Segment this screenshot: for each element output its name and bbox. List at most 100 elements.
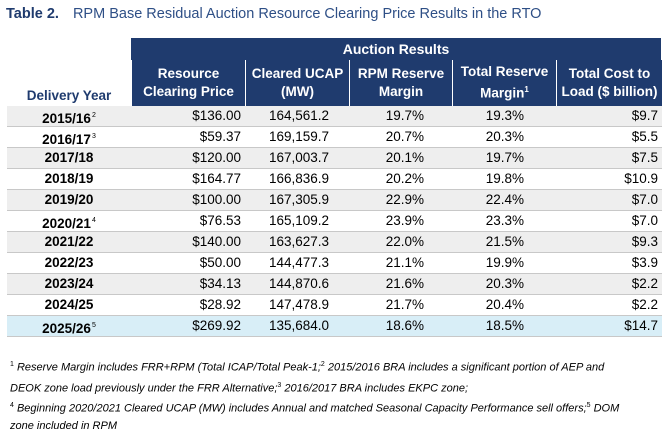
total-cost-to-load-cell: $5.5 [631, 129, 658, 144]
resource-clearing-price-cell: $28.92 [199, 297, 241, 312]
delivery-year: 2016/17 [42, 132, 91, 147]
table-caption: Table 2. RPM Base Residual Auction Resou… [6, 6, 541, 22]
delivery-year-cell: 2019/20 [7, 190, 131, 210]
footnote-text: Reserve Margin includes FRR+RPM (Total I… [13, 361, 321, 374]
resource-clearing-price-cell: $50.00 [199, 255, 241, 270]
cleared-ucap-cell: 166,836.9 [268, 171, 329, 186]
rpm-reserve-margin-cell: 18.6% [385, 318, 424, 333]
cleared-ucap-cell: 144,870.6 [268, 276, 329, 291]
table-row: 2015/162 $136.00 164,561.2 19.7% 19.3% $9.7 [7, 106, 662, 127]
table-number: Table 2. [6, 6, 59, 22]
resource-clearing-price-cell: $120.00 [192, 150, 241, 165]
footnote-text: zone included in RPM [10, 419, 118, 432]
delivery-year-cell: 2021/22 [7, 232, 131, 252]
resource-clearing-price-cell: $269.92 [192, 318, 241, 333]
resource-clearing-price-cell: $164.77 [192, 171, 241, 186]
total-cost-to-load-cell: $9.3 [631, 234, 658, 249]
delivery-year: 2021/22 [44, 234, 94, 249]
delivery-year-cell: 2015/162 [7, 106, 131, 126]
total-cost-to-load-cell: $7.0 [631, 192, 658, 207]
delivery-year: 2023/24 [44, 276, 94, 291]
total-reserve-margin-cell: 20.3% [485, 129, 524, 144]
table-row: 2018/19 $164.77 166,836.9 20.2% 19.8% $10.9 [7, 169, 662, 190]
cleared-ucap-cell: 135,684.0 [268, 318, 329, 333]
delivery-year: 2025/26 [42, 321, 91, 336]
col-header-label: Total Cost to Load ($ billion) [561, 66, 658, 99]
col-header-label: Total Reserve Margin [460, 64, 549, 101]
cleared-ucap-cell: 144,477.3 [268, 255, 329, 270]
footnote-marker: 3 [91, 133, 96, 140]
auction-results-group-header: Auction Results [131, 38, 661, 60]
footnote-text: 2015/2016 BRA includes a significant por… [324, 361, 605, 374]
footnote-line: DEOK zone load previously under the FRR … [10, 377, 662, 398]
rpm-reserve-margin-cell: 21.6% [385, 276, 424, 291]
delivery-year: 2015/16 [42, 111, 91, 126]
col-header-resource-clearing-price: Resource Clearing Price [131, 60, 245, 106]
footnotes: 1 Reserve Margin includes FRR+RPM (Total… [10, 356, 662, 435]
footnote-marker: 1 [10, 361, 14, 368]
col-header-label: Cleared UCAP (MW) [251, 66, 344, 99]
delivery-year-cell: 2023/24 [7, 274, 131, 294]
delivery-year: 2019/20 [44, 192, 94, 207]
table-row: 2019/20 $100.00 167,305.9 22.9% 22.4% $7.0 [7, 190, 662, 211]
cleared-ucap-cell: 167,003.7 [268, 150, 329, 165]
total-reserve-margin-cell: 23.3% [485, 213, 524, 228]
rpm-reserve-margin-cell: 21.7% [385, 297, 424, 312]
table-row: 2017/18 $120.00 167,003.7 20.1% 19.7% $7.5 [7, 148, 662, 169]
delivery-year: 2018/19 [44, 171, 94, 186]
footnote-marker: 5 [91, 322, 96, 329]
col-header-label: RPM Reserve Margin [357, 66, 445, 99]
total-cost-to-load-cell: $10.9 [624, 171, 658, 186]
delivery-year: 2017/18 [44, 150, 94, 165]
footnote-marker: 3 [277, 381, 282, 389]
total-cost-to-load-cell: $9.7 [631, 108, 658, 123]
delivery-year-cell: 2025/265 [7, 316, 131, 336]
total-cost-to-load-cell: $7.5 [631, 150, 658, 165]
rpm-reserve-margin-cell: 20.2% [385, 171, 424, 186]
table-row: 2023/24 $34.13 144,870.6 21.6% 20.3% $2.2 [7, 274, 662, 295]
delivery-year-cell: 2024/25 [7, 295, 131, 315]
total-reserve-margin-cell: 20.3% [485, 276, 524, 291]
footnote-marker: 4 [91, 217, 96, 224]
rpm-reserve-margin-cell: 21.1% [385, 255, 424, 270]
col-header-label: Resource Clearing Price [143, 66, 234, 99]
total-reserve-margin-cell: 18.5% [485, 318, 524, 333]
table-row: 2020/214 $76.53 165,109.2 23.9% 23.3% $7.0 [7, 211, 662, 232]
footnote-text: DEOK zone load previously under the FRR … [10, 382, 278, 395]
total-reserve-margin-cell: 19.9% [485, 255, 524, 270]
col-header-rpm-reserve-margin: RPM Reserve Margin [349, 60, 452, 106]
footnote-marker: 1 [524, 85, 529, 95]
column-header-row: Delivery Year Resource Clearing Price Cl… [7, 60, 662, 106]
table-row: 2021/22 $140.00 163,627.3 22.0% 21.5% $9.3 [7, 232, 662, 253]
footnote-text: 2016/2017 BRA includes EKPC zone; [281, 382, 469, 395]
total-cost-to-load-cell: $14.7 [624, 318, 658, 333]
table-row: 2025/265 $269.92 135,684.0 18.6% 18.5% $14.7 [7, 316, 662, 337]
resource-clearing-price-cell: $136.00 [192, 108, 241, 123]
delivery-year-cell: 2016/173 [7, 127, 131, 147]
footnote-marker: 4 [10, 402, 14, 410]
footnote-line: 1 Reserve Margin includes FRR+RPM (Total… [10, 356, 662, 377]
col-header-total-reserve-margin: Total Reserve Margin1 [452, 60, 556, 106]
total-reserve-margin-cell: 21.5% [485, 234, 524, 249]
rpm-reserve-margin-cell: 20.7% [385, 129, 424, 144]
footnote-marker: 2 [91, 112, 96, 119]
cleared-ucap-cell: 147,478.9 [268, 297, 329, 312]
col-header-total-cost-to-load: Total Cost to Load ($ billion) [556, 60, 662, 106]
delivery-year-header: Delivery Year [26, 88, 112, 103]
total-reserve-margin-cell: 19.7% [485, 150, 524, 165]
footnote-text: Beginning 2020/2021 Cleared UCAP (MW) in… [13, 402, 587, 415]
total-cost-to-load-cell: $7.0 [631, 213, 658, 228]
rpm-reserve-margin-cell: 23.9% [385, 213, 424, 228]
cleared-ucap-cell: 163,627.3 [268, 234, 329, 249]
delivery-year-cell: 2020/214 [7, 211, 131, 231]
total-reserve-margin-cell: 20.4% [485, 297, 524, 312]
delivery-year-cell: 2022/23 [7, 253, 131, 273]
rpm-reserve-margin-cell: 19.7% [385, 108, 424, 123]
cleared-ucap-cell: 169,159.7 [268, 129, 329, 144]
footnote-text: DOM [590, 402, 620, 415]
rpm-reserve-margin-cell: 22.0% [385, 234, 424, 249]
table-title: RPM Base Residual Auction Resource Clear… [72, 6, 542, 22]
delivery-year-cell: 2017/18 [7, 148, 131, 168]
table-row: 2024/25 $28.92 147,478.9 21.7% 20.4% $2.2 [7, 295, 662, 316]
resource-clearing-price-cell: $76.53 [199, 213, 241, 228]
